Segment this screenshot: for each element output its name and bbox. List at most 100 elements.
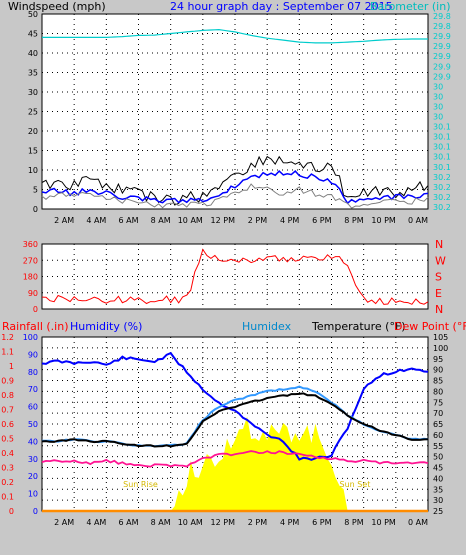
panel1-left-tick-0: 0 [33, 205, 38, 214]
panel1-x-tick-10: 10 PM [371, 216, 396, 225]
panel3-x-tick-11: 0 AM [408, 518, 428, 527]
panel3-temp-tick-16: 105 [433, 333, 448, 342]
panel3-humidity-tick-3: 30 [28, 455, 38, 464]
panel1-x-tick-8: 6 PM [312, 216, 331, 225]
panel3-humidity-tick-4: 40 [28, 437, 38, 446]
panel1-right-tick-14: 30.1 [433, 153, 451, 162]
panel3-axis-label-3: Temperature (°F) [311, 320, 406, 333]
panel1-right-tick-15: 30.1 [433, 163, 451, 172]
panel2-direction-1: W [435, 254, 446, 267]
panel3-humidity-tick-7: 70 [28, 385, 38, 394]
panel3-x-tick-10: 10 PM [371, 518, 396, 527]
panel1-right-tick-13: 30.1 [433, 143, 451, 152]
panel1-left-tick-8: 40 [28, 49, 38, 58]
panel3-rain-tick-1: 0.1 [1, 493, 14, 502]
panel1-right-tick-0: 29.8 [433, 12, 451, 21]
panel1-x-tick-2: 6 AM [118, 216, 138, 225]
panel3-x-tick-3: 8 AM [151, 518, 171, 527]
panel3-temp-tick-8: 65 [433, 420, 443, 429]
panel1-left-tick-9: 45 [28, 30, 38, 39]
panel3-rain-tick-3: 0.3 [1, 464, 14, 473]
panel3-temp-tick-9: 70 [433, 409, 443, 418]
panel2-direction-0: N [435, 238, 443, 251]
panel3-x-tick-4: 10 AM [178, 518, 203, 527]
panel1-right-tick-2: 29.9 [433, 32, 451, 41]
panel2-wind-direction [41, 248, 429, 305]
panel3-temp-tick-0: 25 [433, 507, 443, 516]
panel2-direction-2: S [435, 271, 442, 284]
panel3-humidity-tick-8: 80 [28, 368, 38, 377]
panel1-left-tick-6: 30 [28, 88, 38, 97]
panel1-right-tick-5: 29.9 [433, 62, 451, 71]
panel3-x-tick-2: 6 AM [118, 518, 138, 527]
panel3-humidity-tick-9: 90 [28, 350, 38, 359]
panel1-left-axis-title: Windspeed (mph) [8, 0, 106, 13]
panel1-right-tick-17: 30.2 [433, 183, 451, 192]
panel1-x-tick-3: 8 AM [151, 216, 171, 225]
panel3-humidity-tick-1: 10 [28, 490, 38, 499]
panel1-left-tick-5: 25 [28, 108, 38, 117]
panel1-right-tick-8: 30 [433, 92, 443, 101]
panel3-series-0 [41, 351, 429, 461]
panel1-right-tick-12: 30.1 [433, 133, 451, 142]
panel3-rain-tick-7: 0.7 [1, 406, 14, 415]
panel1-series-0 [41, 155, 429, 206]
panel3-rain-tick-12: 1.2 [1, 333, 14, 342]
panel3-x-tick-8: 6 PM [312, 518, 331, 527]
panel1-right-tick-18: 30.2 [433, 193, 451, 202]
panel3-temp-tick-12: 85 [433, 377, 443, 386]
panel2-direction-4: N [435, 303, 443, 316]
panel1-x-tick-6: 2 PM [248, 216, 267, 225]
panel3-x-tick-5: 12 PM [211, 518, 236, 527]
panel1-left-tick-7: 35 [28, 69, 38, 78]
panel3-rain-tick-4: 0.4 [1, 449, 14, 458]
panel3-x-tick-6: 2 PM [248, 518, 267, 527]
panel3-sun-rise-label: Sun Rise [123, 480, 158, 489]
panel3-series-1 [41, 392, 429, 448]
panel1-left-tick-2: 10 [28, 166, 38, 175]
panel3-x-tick-7: 4 PM [280, 518, 299, 527]
panel3-axis-label-1: Humidity (%) [70, 320, 142, 333]
panel1-left-tick-1: 5 [33, 186, 38, 195]
panel3-rain-tick-6: 0.6 [1, 420, 14, 429]
panel3-temp-tick-14: 95 [433, 355, 443, 364]
panel1-right-axis-title: Barometer (in) [370, 0, 451, 13]
panel1-right-tick-7: 30 [433, 82, 443, 91]
panel3-temp-tick-2: 35 [433, 485, 443, 494]
panel3-temp-tick-5: 50 [433, 453, 443, 462]
panel1-right-tick-16: 30.2 [433, 173, 451, 182]
panel3-x-tick-0: 2 AM [54, 518, 74, 527]
panel1-x-tick-0: 2 AM [54, 216, 74, 225]
panel3-rain-tick-10: 1 [9, 362, 14, 371]
panel3-sun-set-label: Sun Set [340, 480, 371, 489]
panel3-solar-area [42, 416, 428, 511]
panel3-temp-tick-13: 90 [433, 366, 443, 375]
panel1-x-tick-11: 0 AM [408, 216, 428, 225]
panel2-left-tick-1: 90 [28, 289, 38, 298]
panel1-right-tick-10: 30 [433, 113, 443, 122]
panel2-left-tick-4: 360 [23, 240, 38, 249]
panel3-temp-tick-3: 40 [433, 474, 443, 483]
panel3-x-tick-1: 4 AM [86, 518, 106, 527]
panel1-series-2 [41, 183, 429, 209]
panel3-temp-tick-10: 75 [433, 398, 443, 407]
panel1-plot-area [41, 13, 429, 210]
panel1-x-tick-4: 10 AM [178, 216, 203, 225]
panel1-x-tick-9: 8 PM [344, 216, 363, 225]
panel3-temp-tick-15: 100 [433, 344, 448, 353]
panel1-right-tick-11: 30.1 [433, 123, 451, 132]
panel3-humidity-tick-0: 0 [33, 507, 38, 516]
panel3-rain-tick-2: 0.2 [1, 478, 14, 487]
panel3-temp-tick-11: 80 [433, 387, 443, 396]
panel1-x-tick-5: 12 PM [211, 216, 236, 225]
panel1-right-tick-4: 29.9 [433, 52, 451, 61]
panel3-rain-tick-5: 0.5 [1, 435, 14, 444]
panel3-humidity-tick-5: 50 [28, 420, 38, 429]
panel1-left-tick-10: 50 [28, 10, 38, 19]
panel3-x-tick-9: 8 PM [344, 518, 363, 527]
panel3-temp-tick-1: 30 [433, 496, 443, 505]
panel1-right-tick-9: 30 [433, 102, 443, 111]
panel3-axis-label-2: Humidex [242, 320, 292, 333]
panel1-right-tick-3: 29.9 [433, 42, 451, 51]
